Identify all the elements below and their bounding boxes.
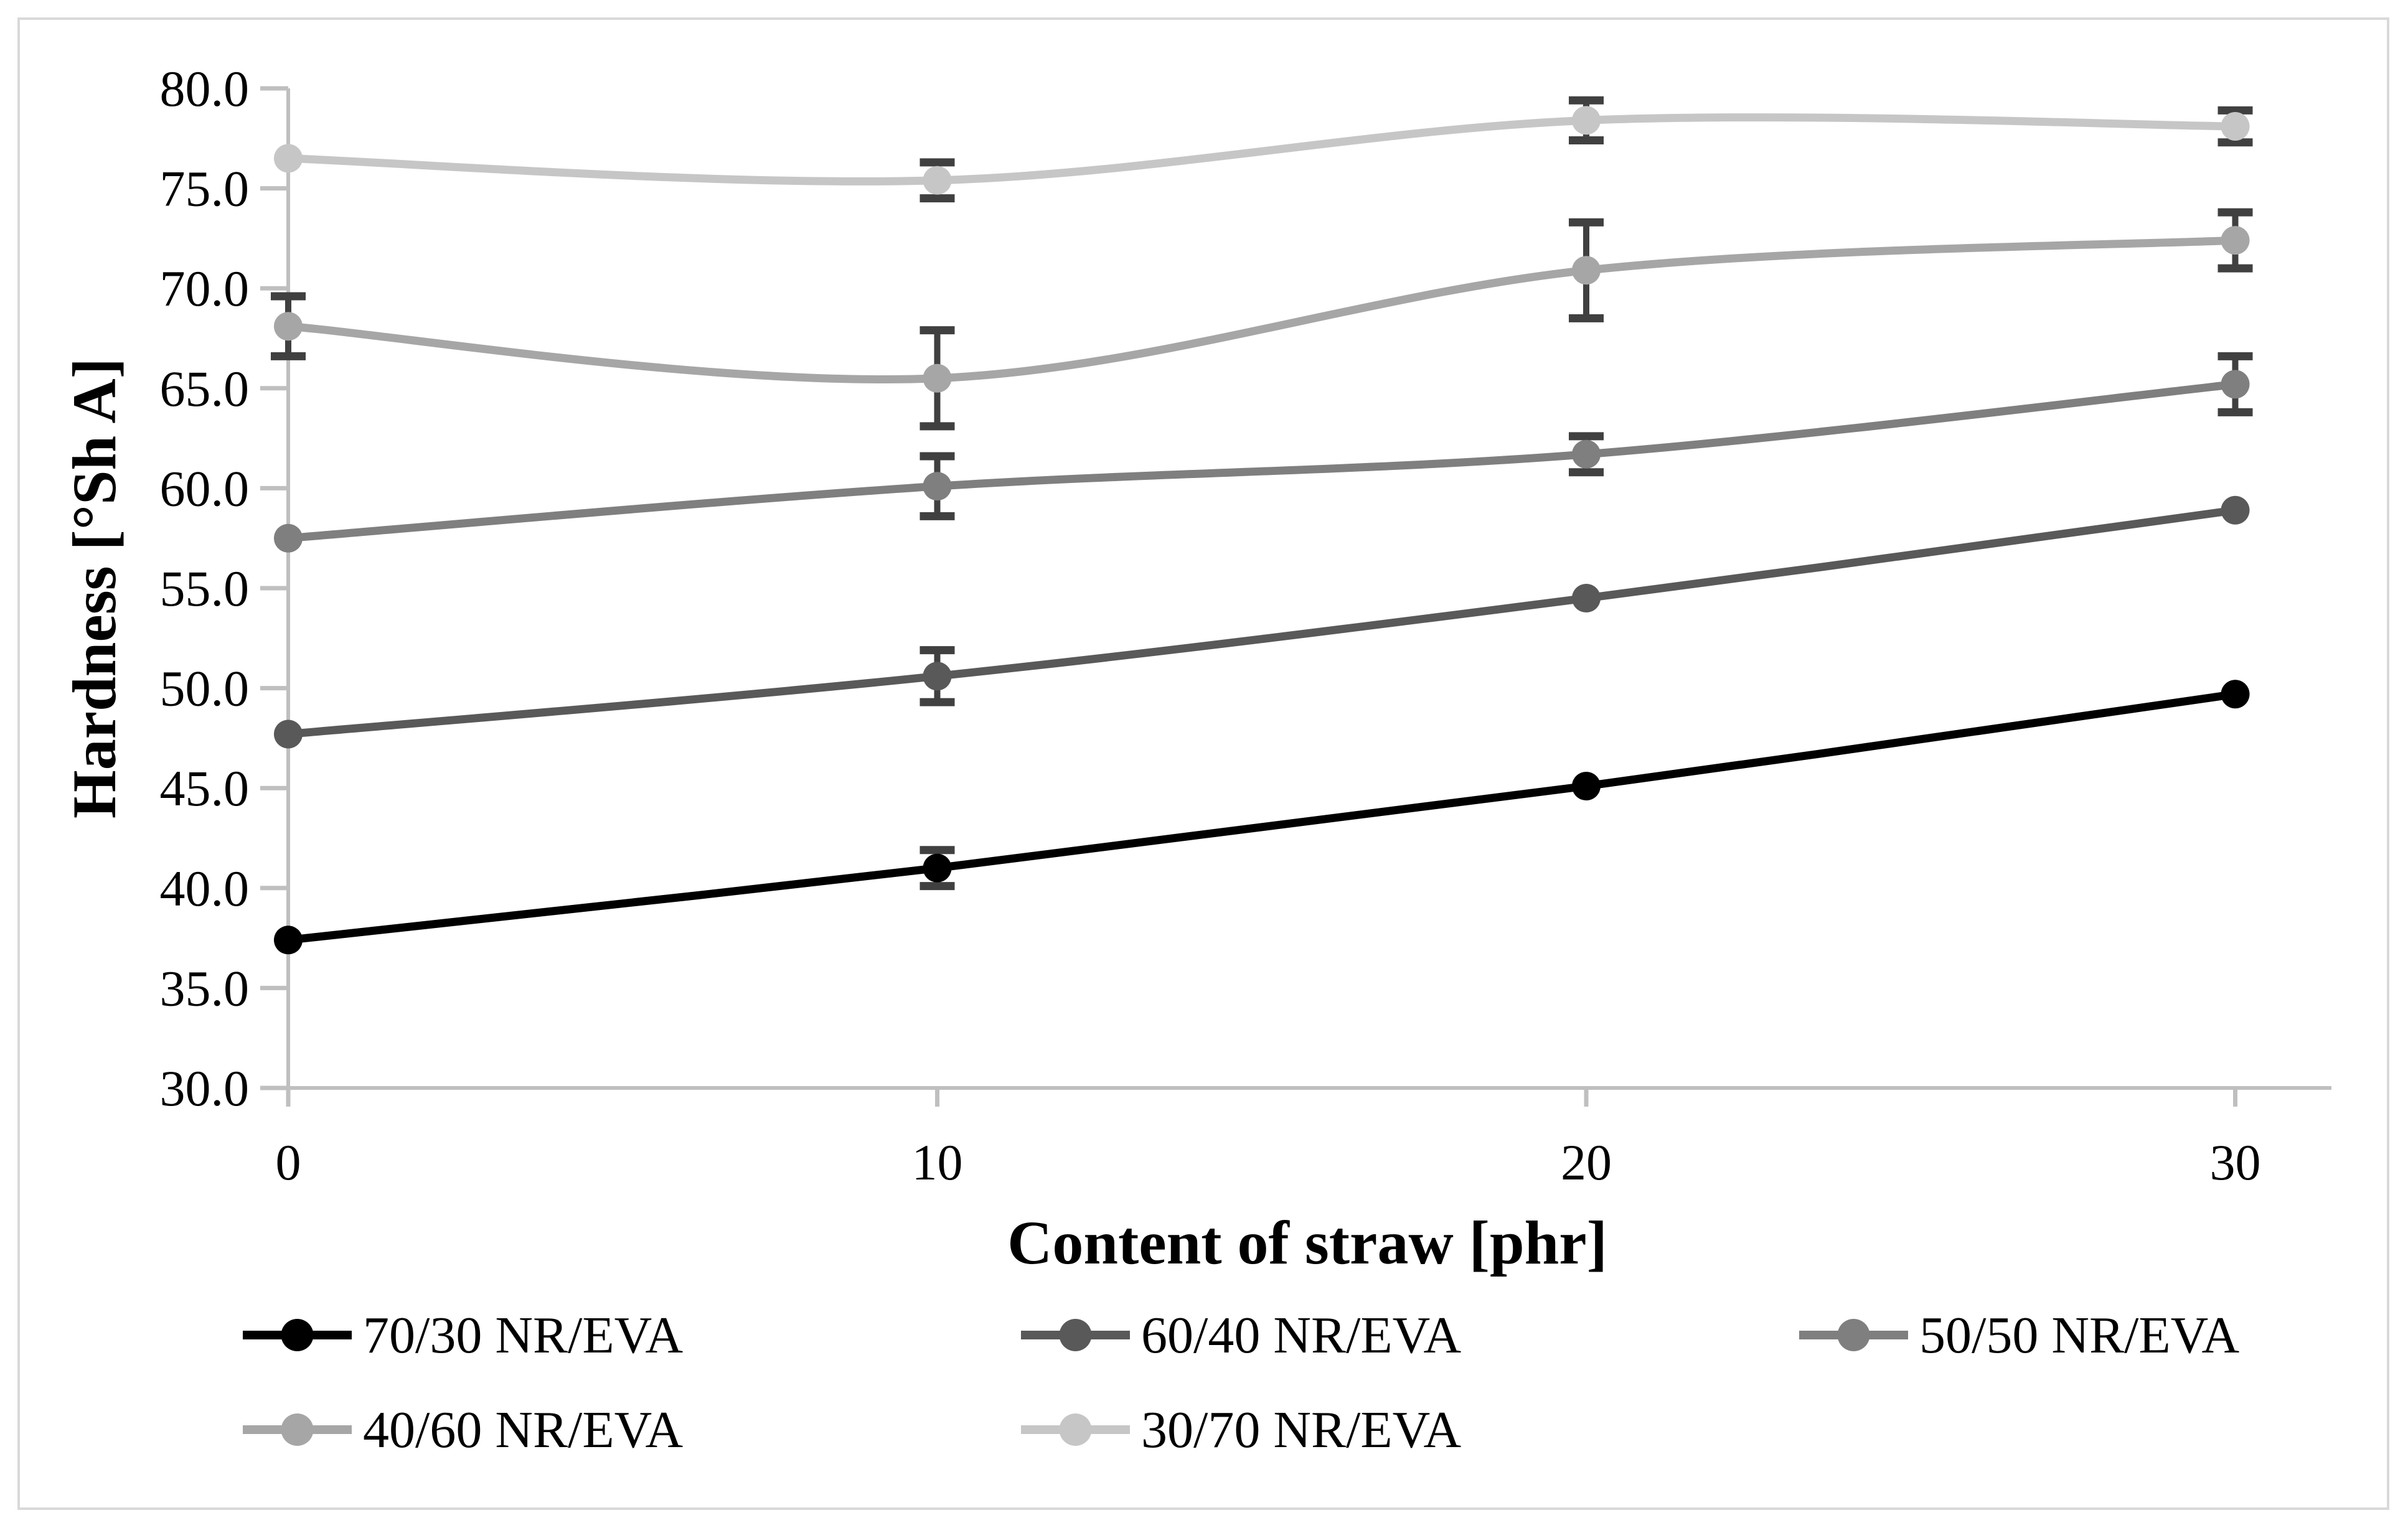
y-tick-label: 65.0 [160,360,250,417]
legend-label: 60/40 NR/EVA [1141,1306,1462,1364]
y-tick-label: 45.0 [160,760,250,817]
data-point [923,166,952,195]
data-point [274,719,303,749]
data-point [1572,439,1601,469]
series-line-50-50-NR-EVA [288,380,2236,543]
y-tick-label: 60.0 [160,460,250,517]
data-point [1572,584,1601,613]
y-tick-label: 80.0 [160,60,250,117]
data-point [2221,370,2250,399]
data-point [274,926,303,955]
data-point [923,363,952,393]
y-tick-label: 70.0 [160,260,250,317]
legend-label: 30/70 NR/EVA [1141,1401,1462,1459]
y-tick-label: 40.0 [160,860,250,917]
data-point [274,144,303,173]
x-axis-title: Content of straw [phr] [1007,1208,1607,1277]
data-point [923,853,952,883]
data-point [923,662,952,691]
legend-swatch-marker [1059,1319,1092,1351]
legend-label: 40/60 NR/EVA [363,1401,684,1459]
data-point [1572,256,1601,285]
legend-label: 70/30 NR/EVA [363,1306,684,1364]
series-line-30-70-NR-EVA [288,113,2236,185]
y-tick-label: 50.0 [160,660,250,717]
legend-swatch-marker [1059,1413,1092,1446]
data-point [1572,106,1601,135]
series-line-70-30-NR-EVA [288,690,2236,944]
x-tick-label: 10 [912,1134,963,1191]
y-tick-label: 35.0 [160,960,250,1016]
data-point [2221,495,2250,525]
series-line-60-40-NR-EVA [288,506,2236,738]
legend-swatch-marker [281,1319,314,1351]
data-point [2221,680,2250,709]
figure-border [17,17,2389,1510]
x-tick-label: 30 [2210,1134,2261,1191]
y-tick-label: 30.0 [160,1060,250,1117]
legend-swatch-marker [1837,1319,1870,1351]
x-tick-label: 20 [1561,1134,1612,1191]
data-point [1572,771,1601,800]
data-point [2221,226,2250,255]
y-tick-label: 75.0 [160,161,250,217]
y-axis-title: Hardness [°Sh A] [60,358,129,818]
x-tick-label: 0 [276,1134,301,1191]
data-point [923,472,952,501]
legend-swatch-marker [281,1413,314,1446]
series-line-40-60-NR-EVA [288,236,2236,383]
data-point [274,312,303,341]
data-point [274,523,303,553]
y-tick-label: 55.0 [160,560,250,617]
data-point [2221,112,2250,141]
legend-label: 50/50 NR/EVA [1919,1306,2240,1364]
